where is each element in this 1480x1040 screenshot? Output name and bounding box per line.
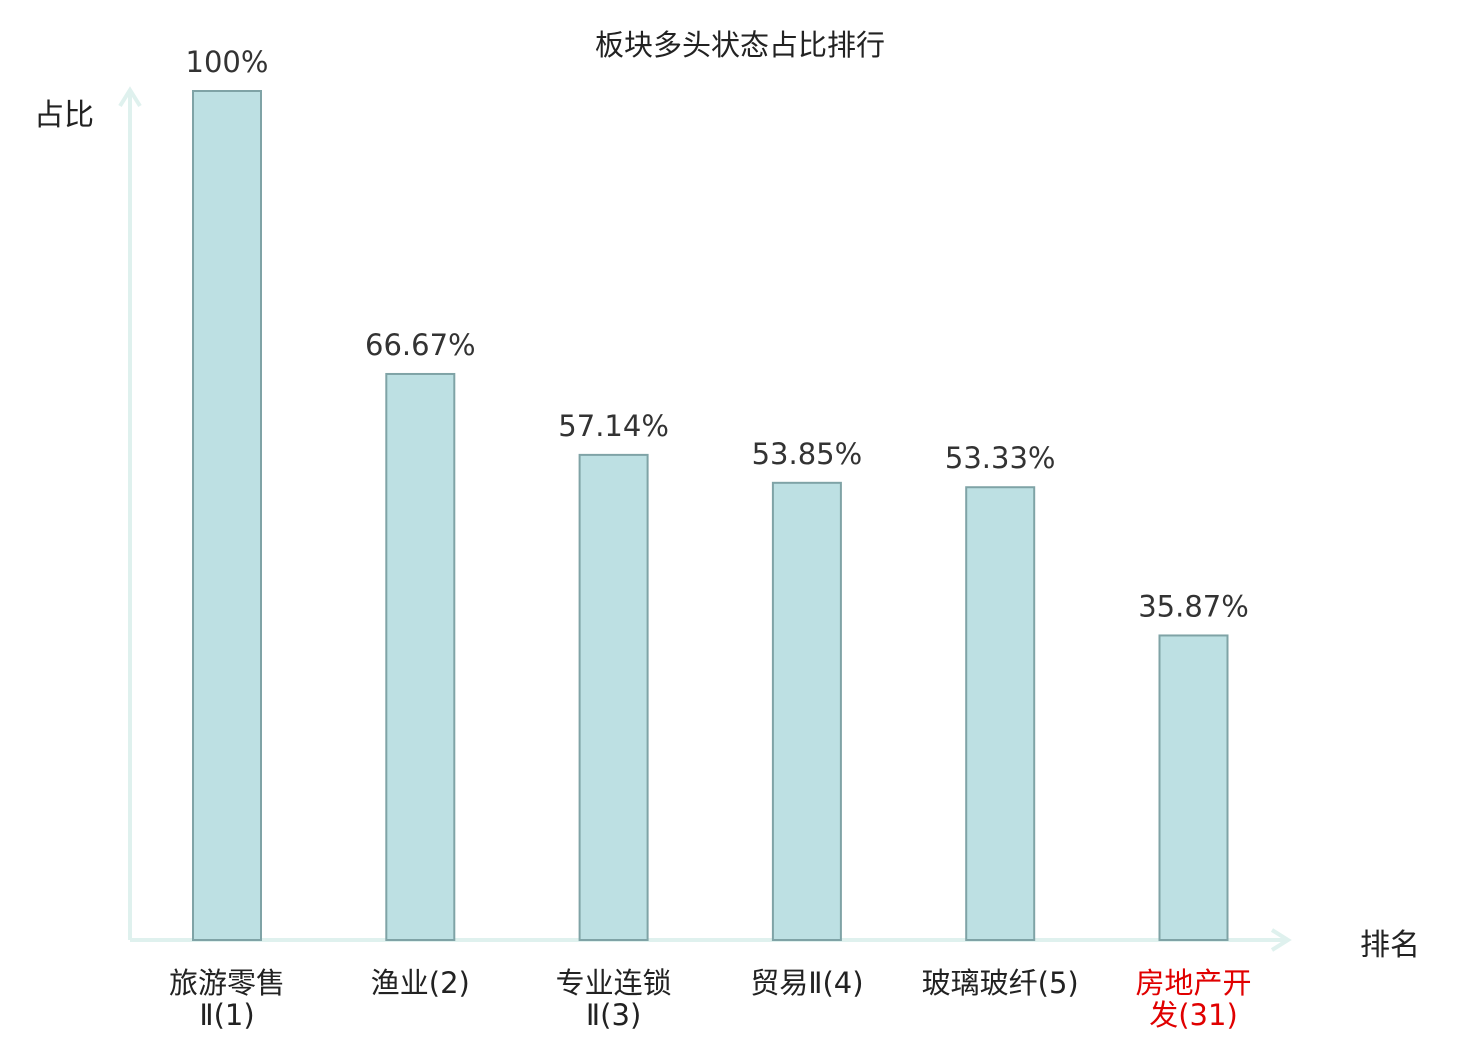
x-axis-arrow	[1270, 928, 1292, 952]
bar-value-label: 35.87%	[1138, 589, 1249, 623]
y-axis-arrow	[118, 86, 142, 108]
x-tick-label: 旅游零售	[169, 966, 285, 1000]
x-tick-label: 玻璃玻纤(5)	[922, 966, 1079, 1000]
bar-labels: 100% 66.67% 57.14% 53.85% 53.33% 35.87%	[186, 45, 1249, 623]
y-axis-label: 占比	[34, 98, 94, 133]
axes	[118, 86, 1292, 952]
bar-value-label: 66.67%	[365, 328, 476, 362]
x-tick-label: 房地产开	[1135, 966, 1251, 1000]
bar-value-label: 53.85%	[752, 437, 863, 471]
bar	[965, 486, 1036, 941]
bar-value-label: 100%	[186, 45, 269, 79]
chart-title: 板块多头状态占比排行	[594, 28, 885, 62]
x-tick-label: 贸易Ⅱ(4)	[750, 966, 863, 1000]
bar	[771, 481, 842, 941]
bar-value-label: 57.14%	[558, 409, 669, 443]
x-tick-label: 发(31)	[1149, 998, 1238, 1032]
bar-value-label: 53.33%	[945, 441, 1056, 475]
bars	[192, 90, 1229, 942]
bar	[192, 90, 262, 941]
bar	[1158, 634, 1229, 941]
x-tick-label: Ⅱ(3)	[586, 998, 641, 1032]
x-tick-label: Ⅱ(1)	[199, 998, 254, 1032]
x-tick-label: 渔业(2)	[371, 966, 470, 1000]
bar	[385, 372, 456, 942]
x-axis-label: 排名	[1360, 928, 1420, 963]
bar	[578, 453, 649, 941]
x-tick-label: 专业连锁	[556, 966, 672, 1000]
